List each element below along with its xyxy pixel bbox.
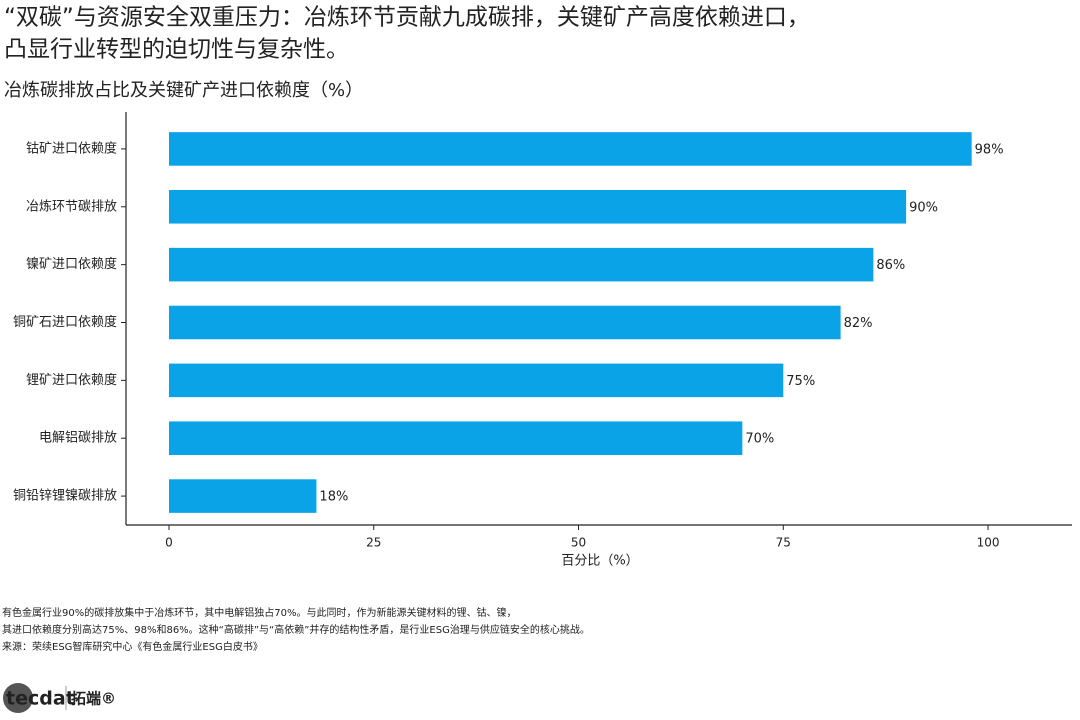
x-axis-label: 百分比（%） (561, 554, 638, 569)
bar (169, 363, 784, 398)
y-tick-label: 镍矿进口依赖度 (26, 256, 117, 272)
source: 来源：荣续ESG智库研究中心《有色金属行业ESG白皮书》 (2, 640, 263, 653)
bar (169, 247, 874, 282)
logo-mark (3, 683, 33, 713)
value-label: 90% (909, 200, 938, 215)
y-tick-label: 钴矿进口依赖度 (26, 140, 117, 156)
note: 有色金属行业90%的碳排放集中于冶炼环节，其中电解铝独占70%。与此同时，作为新… (2, 606, 516, 619)
y-tick-label: 铜铅锌锂镍碳排放 (13, 489, 117, 504)
x-tick-label: 25 (366, 536, 381, 550)
bar (169, 190, 907, 224)
x-tick-label: 100 (977, 536, 1000, 550)
x-tick-label: 75 (776, 536, 791, 550)
y-tick-label: 冶炼环节碳排放 (26, 199, 117, 214)
value-label: 75% (786, 374, 815, 389)
x-tick-label: 0 (165, 536, 173, 550)
chart-subtitle: 冶炼碳排放占比及关键矿产进口依赖度（%） (4, 80, 363, 101)
note: 其进口依赖度分别高达75%、98%和86%。这种“高碳排”与“高依赖”并存的结构… (2, 623, 590, 636)
y-tick-label: 锂矿进口依赖度 (26, 372, 117, 388)
logo-text: tecdat (6, 688, 75, 710)
value-label: 86% (876, 258, 905, 273)
value-label: 98% (975, 142, 1004, 157)
bar (169, 421, 743, 455)
logo-text: 拓端® (71, 690, 116, 708)
y-tick-label: 电解铝碳排放 (39, 431, 117, 446)
chart-title: “双碳”与资源安全双重压力：冶炼环节贡献九成碳排，关键矿产高度依赖进口， (4, 5, 810, 31)
value-label: 82% (844, 316, 873, 331)
chart-title: 凸显行业转型的迫切性与复杂性。 (4, 37, 349, 63)
bar (169, 132, 972, 166)
bar (169, 479, 317, 513)
value-label: 70% (745, 432, 774, 447)
x-tick-label: 50 (571, 536, 586, 550)
bar (169, 305, 841, 340)
value-label: 18% (319, 490, 348, 505)
y-tick-label: 铜矿石进口依赖度 (13, 314, 117, 330)
